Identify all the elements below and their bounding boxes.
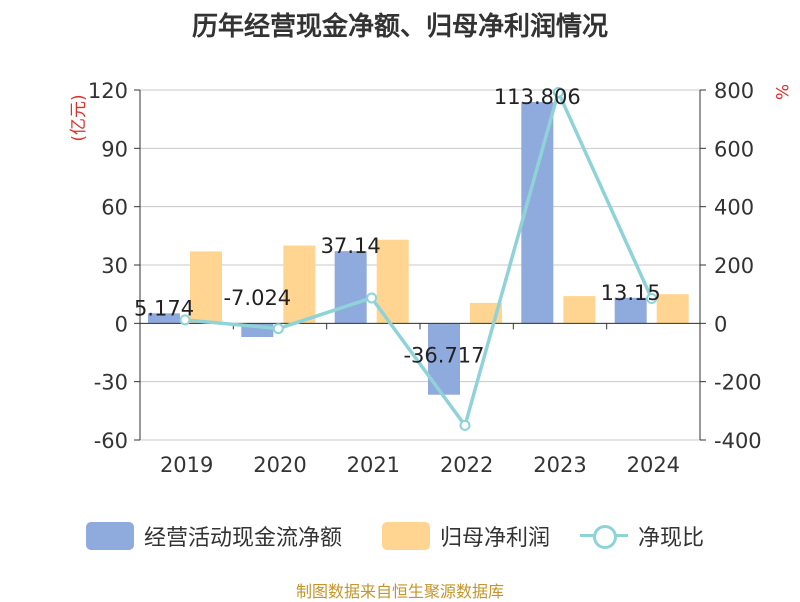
- left-tick-label: 60: [101, 196, 128, 220]
- right-tick-label: 0: [714, 312, 727, 336]
- cashflow-data-label: 5.174: [134, 296, 194, 320]
- legend-label-cash-ratio: 净现比: [638, 526, 705, 551]
- cashflow-bar: [148, 313, 180, 324]
- left-tick-label: 0: [115, 312, 128, 336]
- x-tick-label: 2022: [440, 453, 493, 477]
- cash-ratio-point: [366, 292, 378, 304]
- chart-title: 历年经营现金净额、归母净利润情况: [191, 12, 608, 42]
- x-tick-label: 2023: [533, 453, 586, 477]
- legend-item-cash-ratio[interactable]: 净现比: [580, 518, 704, 554]
- cash-ratio-line: [184, 90, 654, 428]
- x-tick-label: 2021: [347, 453, 400, 477]
- left-axis-title: (亿元): [69, 94, 89, 141]
- legend-swatch-net-profit: [382, 522, 430, 550]
- left-tick-label: 30: [101, 254, 128, 278]
- cash-ratio-point: [646, 293, 658, 305]
- left-tick-label: 90: [101, 137, 128, 161]
- net-profit-bar: [283, 245, 316, 324]
- left-tick-label: -60: [94, 429, 128, 453]
- cashflow-data-label: -7.024: [223, 286, 291, 310]
- right-axis-title: %: [771, 84, 791, 100]
- x-tick-label: 2020: [253, 453, 306, 477]
- legend-swatch-cash-ratio: [580, 522, 628, 550]
- right-tick-label: -400: [714, 429, 762, 453]
- cashflow-bar: [334, 251, 367, 324]
- right-tick-label: -200: [714, 371, 762, 395]
- legend-label-cashflow: 经营活动现金流净额: [144, 526, 343, 551]
- legend-item-cashflow[interactable]: 经营活动现金流净额: [86, 518, 342, 554]
- legend-item-net-profit[interactable]: 归母净利润: [382, 518, 550, 554]
- cashflow-data-label: 113.806: [494, 85, 581, 109]
- cash-ratio-point: [552, 86, 564, 98]
- cash-ratio-point: [272, 323, 284, 335]
- right-tick-label: 400: [714, 196, 754, 220]
- legend: 经营活动现金流净额 归母净利润 净现比: [0, 518, 800, 554]
- left-tick-label: 120: [88, 79, 128, 103]
- x-tick-label: 2024: [627, 453, 680, 477]
- left-tick-label: -30: [94, 371, 128, 395]
- cash-ratio-point: [179, 314, 191, 326]
- net-profit-bar: [563, 296, 596, 324]
- right-tick-label: 600: [714, 137, 754, 161]
- x-tick-label: 2019: [160, 453, 213, 477]
- net-profit-bar: [656, 294, 689, 324]
- cashflow-data-label: 37.14: [321, 234, 381, 258]
- cashflow-data-label: -36.717: [403, 344, 484, 368]
- legend-label-net-profit: 归母净利润: [440, 526, 551, 551]
- right-tick-label: 200: [714, 254, 754, 278]
- right-tick-label: 800: [714, 79, 754, 103]
- source-note: 制图数据来自恒生聚源数据库: [295, 582, 504, 601]
- cashflow-bar: [521, 102, 554, 324]
- cashflow-data-label: 13.15: [601, 281, 661, 305]
- net-profit-bar: [190, 251, 222, 324]
- cash-ratio-point: [459, 419, 471, 431]
- cashflow-bar: [614, 297, 647, 324]
- legend-swatch-cashflow: [86, 522, 134, 550]
